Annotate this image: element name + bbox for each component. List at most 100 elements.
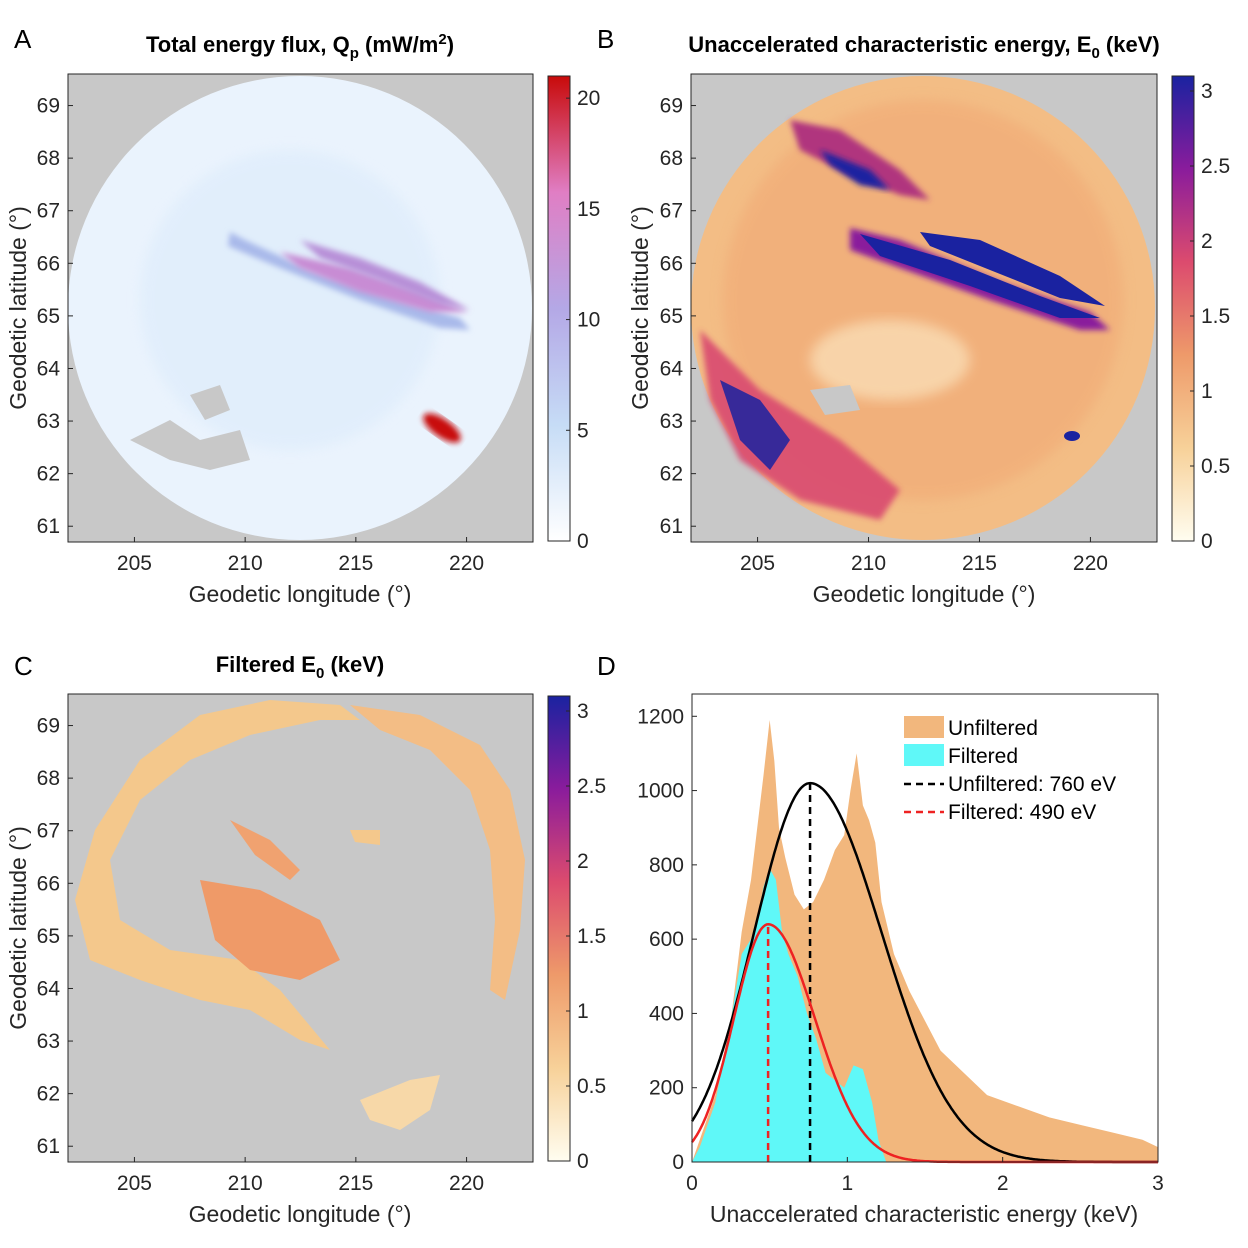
panel-c-heatmap — [68, 694, 533, 1162]
panel-c: C Filtered E0 (keV) 205 210 215 22061626364… — [5, 651, 606, 1227]
panel-b-xlabel: Geodetic longitude (°) — [813, 581, 1036, 607]
panel-a-ylabel: Geodetic latitude (°) — [5, 206, 31, 410]
x-tick-label: 210 — [228, 1172, 263, 1195]
panel-c-colorbar-ticks: 0 0.5 1 1.5 2 2.5 3 — [566, 700, 606, 1173]
filtered-streak — [230, 820, 300, 880]
panel-letter-d: D — [597, 651, 616, 681]
y-tick-label: 67 — [37, 200, 60, 223]
legend-label-fit-unfiltered: Unfiltered: 760 eV — [948, 773, 1116, 796]
y-tick-label: 63 — [37, 410, 60, 433]
colorbar-tick-label: 0 — [577, 530, 589, 553]
panel-a-xlabel: Geodetic longitude (°) — [189, 581, 412, 607]
y-tick-label: 62 — [37, 463, 60, 486]
colorbar-tick-label: 2 — [577, 850, 589, 873]
panel-b: B Unaccelerated characteristic energy, E… — [597, 24, 1230, 607]
bright-spot — [423, 413, 461, 443]
colorbar-tick-label: 20 — [577, 87, 600, 110]
panel-letter-c: C — [14, 651, 33, 681]
panel-d-legend: Unfiltered Filtered Unfiltered: 760 eV F… — [904, 716, 1116, 824]
panel-b-ticks: 205 210 215 220 61 62 63 64 65 66 67 68 69 — [660, 95, 1108, 575]
y-tick-label: 64 — [37, 357, 61, 380]
y-tick-label: 62 — [37, 1083, 60, 1106]
noise-region — [700, 330, 900, 520]
colorbar-tick-label: 10 — [577, 309, 600, 332]
legend-label-fit-filtered: Filtered: 490 eV — [948, 801, 1096, 824]
y-tick-label: 68 — [37, 147, 60, 170]
colorbar-tick-label: 3 — [1201, 80, 1213, 103]
y-tick-label: 68 — [660, 147, 683, 170]
mask-patch — [130, 420, 250, 470]
y-tick-label: 200 — [649, 1077, 684, 1100]
panel-c-title: Filtered E0 (keV) — [216, 652, 385, 682]
y-tick-label: 62 — [660, 463, 683, 486]
colorbar-tick-label: 0 — [577, 1150, 589, 1173]
panel-letter-b: B — [597, 24, 614, 54]
x-tick-label: 220 — [449, 1172, 484, 1195]
y-tick-label: 69 — [37, 715, 60, 738]
y-tick-label: 61 — [37, 515, 60, 538]
legend-label-unfiltered: Unfiltered — [948, 717, 1038, 740]
noise-core — [720, 380, 790, 470]
y-tick-label: 68 — [37, 767, 60, 790]
panel-d-ticks: 0 1 2 3 0 200 400 600 800 1000 1200 — [637, 705, 1164, 1195]
y-tick-label: 69 — [37, 95, 60, 118]
y-tick-label: 1000 — [637, 780, 684, 803]
panel-letter-a: A — [14, 24, 32, 54]
y-tick-label: 600 — [649, 928, 684, 951]
y-tick-label: 66 — [37, 872, 60, 895]
panel-a-heatmap — [68, 74, 533, 542]
legend-label-filtered: Filtered — [948, 745, 1018, 768]
panel-d: D 0 1 2 3 0 200 400 600 800 1000 1200 Unaccelerate… — [597, 651, 1164, 1227]
y-tick-label: 63 — [660, 410, 683, 433]
panel-a: A Total energy flux, Qp (mW/m2) 205 210 21… — [5, 24, 600, 607]
colorbar-tick-label: 3 — [577, 700, 589, 723]
filtered-ring-west — [75, 700, 360, 1050]
x-tick-label: 205 — [117, 552, 152, 575]
colorbar-tick-label: 1.5 — [577, 925, 606, 948]
filtered-fragment — [350, 830, 380, 845]
y-tick-label: 65 — [660, 305, 683, 328]
band-top-core — [820, 150, 890, 190]
x-tick-label: 220 — [449, 552, 484, 575]
filtered-center — [200, 880, 340, 980]
x-tick-label: 205 — [740, 552, 775, 575]
panel-b-ylabel: Geodetic latitude (°) — [627, 206, 653, 410]
mask-edge — [1096, 74, 1157, 196]
arc-lower-core — [860, 234, 1100, 318]
y-tick-label: 61 — [660, 515, 683, 538]
y-tick-label: 65 — [37, 305, 60, 328]
panel-a-axes-box — [67, 73, 534, 543]
colorbar-tick-label: 15 — [577, 198, 600, 221]
y-tick-label: 64 — [660, 357, 684, 380]
y-tick-label: 69 — [660, 95, 683, 118]
panel-a-colorbar — [547, 75, 571, 542]
sky-center — [140, 150, 440, 450]
legend-swatch-filtered — [904, 744, 944, 766]
panel-c-colorbar — [547, 695, 571, 1162]
x-tick-label: 0 — [686, 1172, 698, 1195]
panel-b-heatmap — [691, 74, 1157, 542]
arc-bright-lower — [280, 252, 468, 312]
arc-upper-core — [920, 232, 1105, 306]
panel-c-ylabel: Geodetic latitude (°) — [5, 826, 31, 1030]
colorbar-tick-label: 2.5 — [1201, 155, 1230, 178]
panel-c-axes-box — [67, 693, 534, 1163]
panel-d-xlabel: Unaccelerated characteristic energy (keV… — [710, 1201, 1138, 1227]
filtered-south — [360, 1075, 440, 1130]
x-tick-label: 3 — [1152, 1172, 1164, 1195]
panel-c-xlabel: Geodetic longitude (°) — [189, 1201, 412, 1227]
mask-edge — [472, 74, 533, 193]
band-top — [790, 120, 930, 200]
y-tick-label: 66 — [37, 252, 60, 275]
x-tick-label: 2 — [997, 1172, 1009, 1195]
panel-b-colorbar-ticks: 0 0.5 1 1.5 2 2.5 3 — [1190, 80, 1230, 553]
mask-patch — [810, 385, 860, 415]
filtered-ring-east — [350, 705, 525, 1000]
y-tick-label: 65 — [37, 925, 60, 948]
x-tick-label: 1 — [841, 1172, 853, 1195]
y-tick-label: 66 — [660, 252, 683, 275]
y-tick-label: 800 — [649, 854, 684, 877]
x-tick-label: 215 — [338, 552, 373, 575]
panel-a-ticks: 205 210 215 220 61 62 63 64 65 66 67 68 69 — [37, 95, 484, 575]
